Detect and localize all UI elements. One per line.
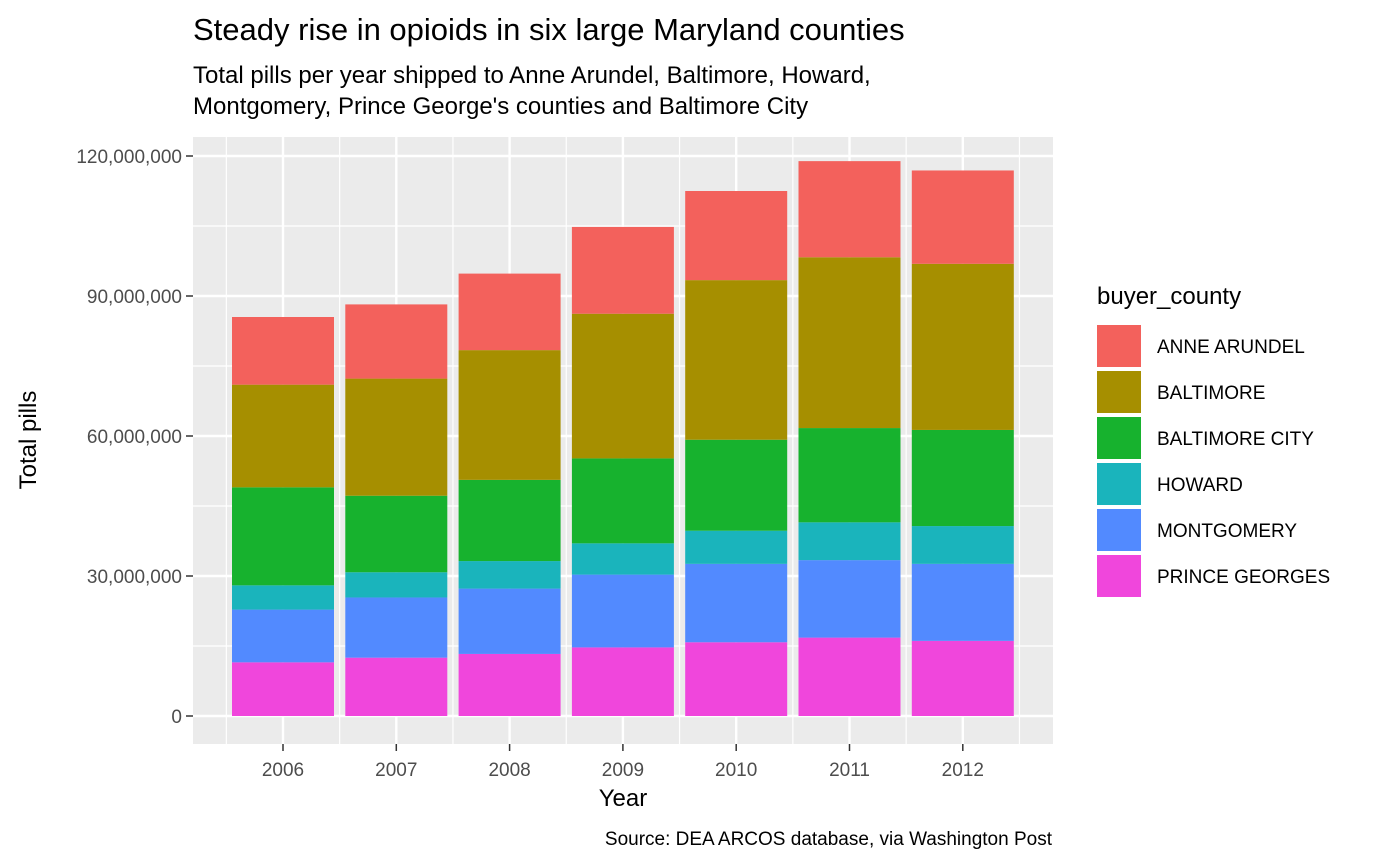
x-axis-title: Year: [599, 785, 648, 812]
bar-2012-baltimore: [911, 263, 1014, 430]
bar-2009-baltimore-city: [571, 458, 674, 544]
bar-2007-baltimore-city: [345, 495, 448, 573]
bar-2012-montgomery: [911, 563, 1014, 641]
bar-2010-baltimore-city: [685, 439, 788, 531]
x-tick-label: 2008: [488, 760, 530, 781]
chart-subtitle-line-2: Montgomery, Prince George's counties and…: [193, 93, 808, 120]
bar-2012-anne-arundel: [911, 170, 1014, 264]
bar-2006-baltimore-city: [232, 487, 334, 586]
bar-2006-prince-georges: [232, 662, 334, 716]
bar-2006-anne-arundel: [232, 317, 334, 385]
legend-swatch-anne-arundel: [1097, 325, 1141, 367]
legend-swatch-prince-georges: [1097, 555, 1141, 597]
bar-2009-montgomery: [571, 574, 674, 648]
bar-2007-howard: [345, 572, 448, 598]
bar-2010-prince-georges: [685, 642, 788, 716]
bar-2008-prince-georges: [458, 653, 561, 716]
chart-caption: Source: DEA ARCOS database, via Washingt…: [605, 829, 1053, 850]
y-tick-label: 120,000,000: [76, 147, 182, 168]
legend-title: buyer_county: [1097, 283, 1241, 310]
y-tick-label: 90,000,000: [87, 287, 182, 308]
bar-2012-prince-georges: [911, 640, 1014, 716]
bar-2012-howard: [911, 526, 1014, 564]
y-tick-label: 60,000,000: [87, 427, 182, 448]
bar-2012-baltimore-city: [911, 429, 1014, 527]
x-tick-label: 2007: [375, 760, 417, 781]
bar-2007-anne-arundel: [345, 304, 448, 379]
legend-label-montgomery: MONTGOMERY: [1157, 521, 1297, 542]
bar-2008-anne-arundel: [458, 273, 561, 351]
legend-label-baltimore: BALTIMORE: [1157, 383, 1265, 404]
legend-label-anne-arundel: ANNE ARUNDEL: [1157, 337, 1305, 358]
x-tick-label: 2012: [942, 760, 984, 781]
chart-title: Steady rise in opioids in six large Mary…: [193, 12, 905, 47]
bars: [232, 161, 1014, 716]
x-tick-label: 2010: [715, 760, 757, 781]
chart-subtitle-line-1: Total pills per year shipped to Anne Aru…: [193, 62, 871, 89]
x-tick-label: 2006: [262, 760, 304, 781]
bar-2008-howard: [458, 561, 561, 589]
y-tick-label: 0: [171, 707, 182, 728]
bar-2009-baltimore: [571, 313, 674, 459]
bar-2007-montgomery: [345, 597, 448, 658]
bar-2011-prince-georges: [798, 637, 901, 716]
bar-2007-baltimore: [345, 378, 448, 496]
legend-label-howard: HOWARD: [1157, 475, 1243, 496]
bar-2006-howard: [232, 585, 334, 610]
y-tick-label: 30,000,000: [87, 567, 182, 588]
bar-2011-baltimore: [798, 257, 901, 429]
bar-2011-howard: [798, 522, 901, 561]
bar-2008-baltimore-city: [458, 479, 561, 562]
bar-2009-anne-arundel: [571, 226, 674, 314]
legend-swatch-montgomery: [1097, 509, 1141, 551]
x-tick-label: 2009: [602, 760, 644, 781]
x-tick-label: 2011: [829, 760, 870, 781]
bar-2010-howard: [685, 530, 788, 564]
bar-2008-montgomery: [458, 588, 561, 654]
bar-2009-howard: [571, 543, 674, 575]
bar-2010-montgomery: [685, 563, 788, 643]
y-axis: 0 30,000,000 60,000,000 90,000,000 120,000,0…: [76, 147, 193, 728]
legend-label-baltimore-city: BALTIMORE CITY: [1157, 429, 1314, 450]
bar-2007-prince-georges: [345, 657, 448, 716]
legend-swatch-howard: [1097, 463, 1141, 505]
bar-2006-baltimore: [232, 384, 334, 488]
legend-swatch-baltimore-city: [1097, 417, 1141, 459]
bar-2011-anne-arundel: [798, 161, 901, 258]
bar-2011-baltimore-city: [798, 428, 901, 523]
legend-swatch-baltimore: [1097, 371, 1141, 413]
bar-2010-anne-arundel: [685, 191, 788, 281]
x-axis: 2006 2007 2008 2009 2010 2011 2012: [262, 744, 984, 781]
bar-2006-montgomery: [232, 609, 334, 663]
legend: buyer_county ANNE ARUNDEL BALTIMORE BALTIM…: [1097, 283, 1330, 597]
bar-2008-baltimore: [458, 350, 561, 480]
bar-2009-prince-georges: [571, 647, 674, 716]
y-axis-title: Total pills: [15, 391, 42, 490]
bar-2010-baltimore: [685, 280, 788, 440]
legend-label-prince-georges: PRINCE GEORGES: [1157, 567, 1330, 588]
bar-2011-montgomery: [798, 560, 901, 638]
